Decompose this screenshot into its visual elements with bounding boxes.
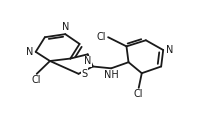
Text: NH: NH <box>104 70 119 80</box>
Text: S: S <box>81 69 87 79</box>
Text: Cl: Cl <box>96 32 106 42</box>
Text: N: N <box>166 45 173 55</box>
Text: N: N <box>26 47 34 57</box>
Text: Cl: Cl <box>32 75 41 85</box>
Text: Cl: Cl <box>134 89 143 99</box>
Text: N: N <box>62 22 69 32</box>
Text: N: N <box>84 56 91 66</box>
